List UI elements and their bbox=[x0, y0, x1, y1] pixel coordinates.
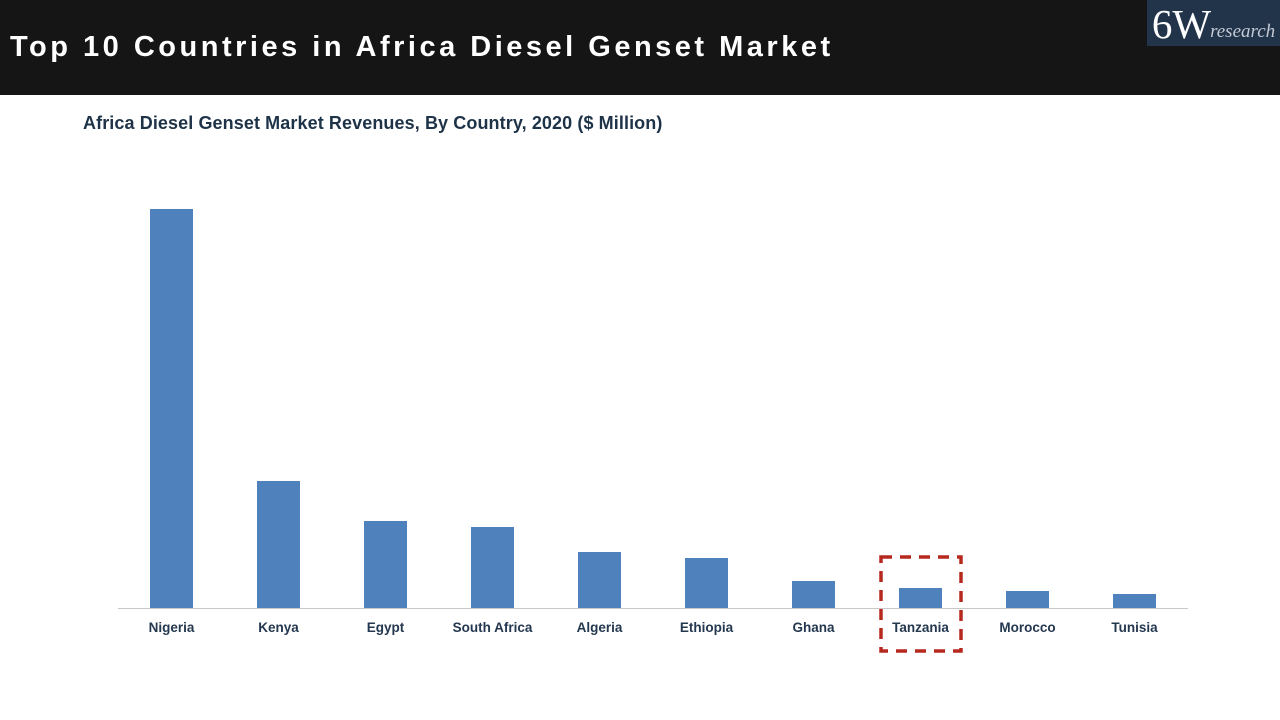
bar-slot-kenya bbox=[225, 169, 332, 608]
bar-tunisia bbox=[1113, 594, 1156, 608]
header-bar: Top 10 Countries in Africa Diesel Genset… bbox=[0, 0, 1280, 95]
x-label-morocco: Morocco bbox=[999, 620, 1056, 635]
bar-slot-south-africa bbox=[439, 169, 546, 608]
brand-logo-sub: research bbox=[1210, 21, 1276, 42]
x-label-algeria: Algeria bbox=[576, 620, 623, 635]
bar-slot-egypt bbox=[332, 169, 439, 608]
bar-slot-nigeria bbox=[118, 169, 225, 608]
x-label-tanzania: Tanzania bbox=[892, 620, 949, 635]
x-label-nigeria: Nigeria bbox=[148, 620, 195, 635]
bar-tanzania bbox=[899, 588, 942, 608]
page-title: Top 10 Countries in Africa Diesel Genset… bbox=[10, 31, 834, 63]
bar-slot-algeria bbox=[546, 169, 653, 608]
bar-nigeria bbox=[150, 208, 193, 608]
bar-chart: Nigeria Kenya Egypt South Africa Algeria Ethi… bbox=[118, 169, 1188, 679]
x-axis-labels: Nigeria Kenya Egypt South Africa Algeria Ethi… bbox=[118, 609, 1188, 635]
bar-morocco bbox=[1006, 591, 1049, 608]
bar-south-africa bbox=[471, 527, 514, 608]
x-label-tunisia: Tunisia bbox=[1111, 620, 1158, 635]
brand-logo-main: 6W bbox=[1151, 1, 1212, 46]
bar-algeria bbox=[578, 552, 621, 608]
x-label-ghana: Ghana bbox=[792, 620, 835, 635]
brand-logo: 6W research bbox=[1147, 0, 1280, 46]
bar-slot-tunisia bbox=[1081, 169, 1188, 608]
bar-slot-morocco bbox=[974, 169, 1081, 608]
bar-ethiopia bbox=[685, 558, 728, 608]
x-label-ethiopia: Ethiopia bbox=[679, 620, 734, 635]
plot-area bbox=[118, 169, 1188, 609]
x-label-south-africa: South Africa bbox=[452, 620, 533, 635]
bar-kenya bbox=[257, 481, 300, 608]
x-label-kenya: Kenya bbox=[258, 620, 299, 635]
bar-slot-tanzania bbox=[867, 169, 974, 608]
bar-slot-ethiopia bbox=[653, 169, 760, 608]
bar-egypt bbox=[364, 521, 407, 608]
x-label-egypt: Egypt bbox=[366, 620, 405, 635]
bar-slot-ghana bbox=[760, 169, 867, 608]
chart-title: Africa Diesel Genset Market Revenues, By… bbox=[83, 113, 663, 133]
bar-ghana bbox=[792, 581, 835, 608]
